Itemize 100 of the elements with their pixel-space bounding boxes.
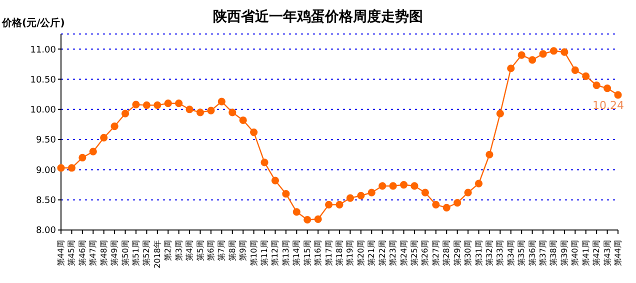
point — [603, 84, 612, 92]
point — [346, 194, 354, 202]
x-tick-label: 第44周 — [56, 240, 66, 266]
x-tick-label: 第3周 — [174, 240, 184, 262]
x-tick-label: 第16周 — [314, 240, 323, 266]
y-tick-label: 10.50 — [30, 75, 56, 86]
point — [378, 182, 386, 190]
x-tick-label: 第36周 — [528, 240, 537, 266]
x-tick-label: 2018年 — [152, 240, 162, 268]
x-tick-label: 第51周 — [131, 240, 140, 266]
point — [282, 190, 290, 198]
point — [571, 66, 579, 74]
y-tick-label: 8.50 — [36, 196, 56, 206]
x-tick-label: 第9周 — [238, 240, 248, 262]
x-tick-label: 第27周 — [431, 240, 440, 266]
y-tick-label: 9.50 — [36, 136, 56, 146]
point — [78, 154, 86, 162]
x-tick-label: 第22周 — [378, 240, 387, 266]
point — [550, 47, 558, 55]
x-tick-label: 第32周 — [484, 240, 494, 266]
point — [454, 199, 462, 207]
x-tick-label: 第31周 — [474, 240, 484, 266]
x-tick-label: 第13周 — [281, 240, 290, 266]
x-tick-label: 第41周 — [581, 240, 590, 266]
point — [132, 100, 140, 108]
point — [368, 188, 376, 196]
point — [175, 100, 183, 108]
x-tick-label: 第14周 — [292, 240, 302, 266]
point — [464, 188, 472, 196]
x-tick-label: 第24周 — [399, 240, 408, 266]
x-tick-label: 第30周 — [464, 240, 473, 266]
x-tick-label: 第2周 — [164, 240, 173, 262]
x-tick-label: 第12周 — [270, 240, 280, 266]
point — [582, 72, 590, 80]
point — [68, 164, 76, 172]
point — [292, 208, 300, 216]
point — [336, 200, 344, 208]
x-tick-label: 第23周 — [388, 240, 398, 266]
x-tick-label: 第15周 — [302, 240, 312, 266]
point — [432, 200, 440, 208]
x-tick-label: 第35周 — [517, 240, 526, 266]
point — [260, 158, 268, 166]
y-tick-label: 8.00 — [36, 226, 56, 236]
data-label: 10.24 — [592, 98, 624, 112]
point — [496, 110, 504, 118]
point — [474, 180, 483, 188]
x-tick-label: 第46周 — [78, 240, 87, 266]
chart-title: 陕西省近一年鸡蛋价格周度走势图 — [213, 9, 423, 25]
point — [614, 91, 622, 99]
point — [250, 128, 258, 136]
point — [110, 122, 118, 130]
x-tick-label: 第39周 — [560, 240, 569, 266]
x-tick-label: 第20周 — [356, 240, 366, 266]
point — [304, 216, 312, 224]
y-tick-label: 9.00 — [36, 166, 56, 176]
point — [89, 148, 97, 156]
point — [528, 56, 536, 64]
point — [100, 134, 108, 142]
point — [389, 182, 397, 190]
x-tick-label: 第33周 — [496, 240, 505, 266]
y-tick-label: 11.00 — [30, 45, 56, 56]
point — [507, 64, 515, 72]
x-tick-label: 第45周 — [67, 240, 76, 266]
point — [186, 106, 194, 114]
y-axis-title: 价格(元/公斤) — [2, 16, 65, 30]
point — [410, 182, 418, 190]
point — [207, 106, 215, 114]
point — [592, 81, 600, 90]
point — [314, 215, 322, 223]
point — [421, 188, 429, 196]
point — [518, 51, 526, 59]
x-tick-label: 第38周 — [549, 240, 558, 266]
point — [539, 50, 547, 58]
x-tick-label: 第49周 — [110, 240, 120, 266]
x-tick-label: 第5周 — [196, 240, 205, 262]
x-tick-label: 第6周 — [206, 240, 216, 262]
x-tick-label: 第37周 — [538, 240, 548, 266]
point — [57, 164, 65, 172]
point — [196, 108, 204, 116]
point — [324, 200, 333, 208]
point — [218, 98, 226, 106]
point — [228, 108, 236, 116]
point — [271, 176, 280, 184]
x-tick-label: 第10周 — [249, 240, 258, 266]
point — [357, 192, 365, 200]
x-tick-label: 第44周 — [614, 240, 622, 266]
point — [560, 48, 568, 56]
x-tick-label: 第42周 — [592, 240, 602, 266]
x-tick-label: 第47周 — [88, 240, 98, 266]
x-tick-label: 第26周 — [420, 240, 430, 266]
point — [486, 150, 494, 158]
point — [121, 110, 130, 118]
x-tick-label: 第18周 — [335, 240, 344, 266]
point — [400, 180, 408, 189]
x-tick-label: 第11周 — [260, 240, 270, 266]
x-tick-label: 第19周 — [346, 240, 355, 266]
point — [154, 101, 162, 109]
y-tick-label: 10.00 — [30, 106, 56, 116]
x-tick-label: 第43周 — [602, 240, 612, 266]
point — [442, 204, 450, 212]
